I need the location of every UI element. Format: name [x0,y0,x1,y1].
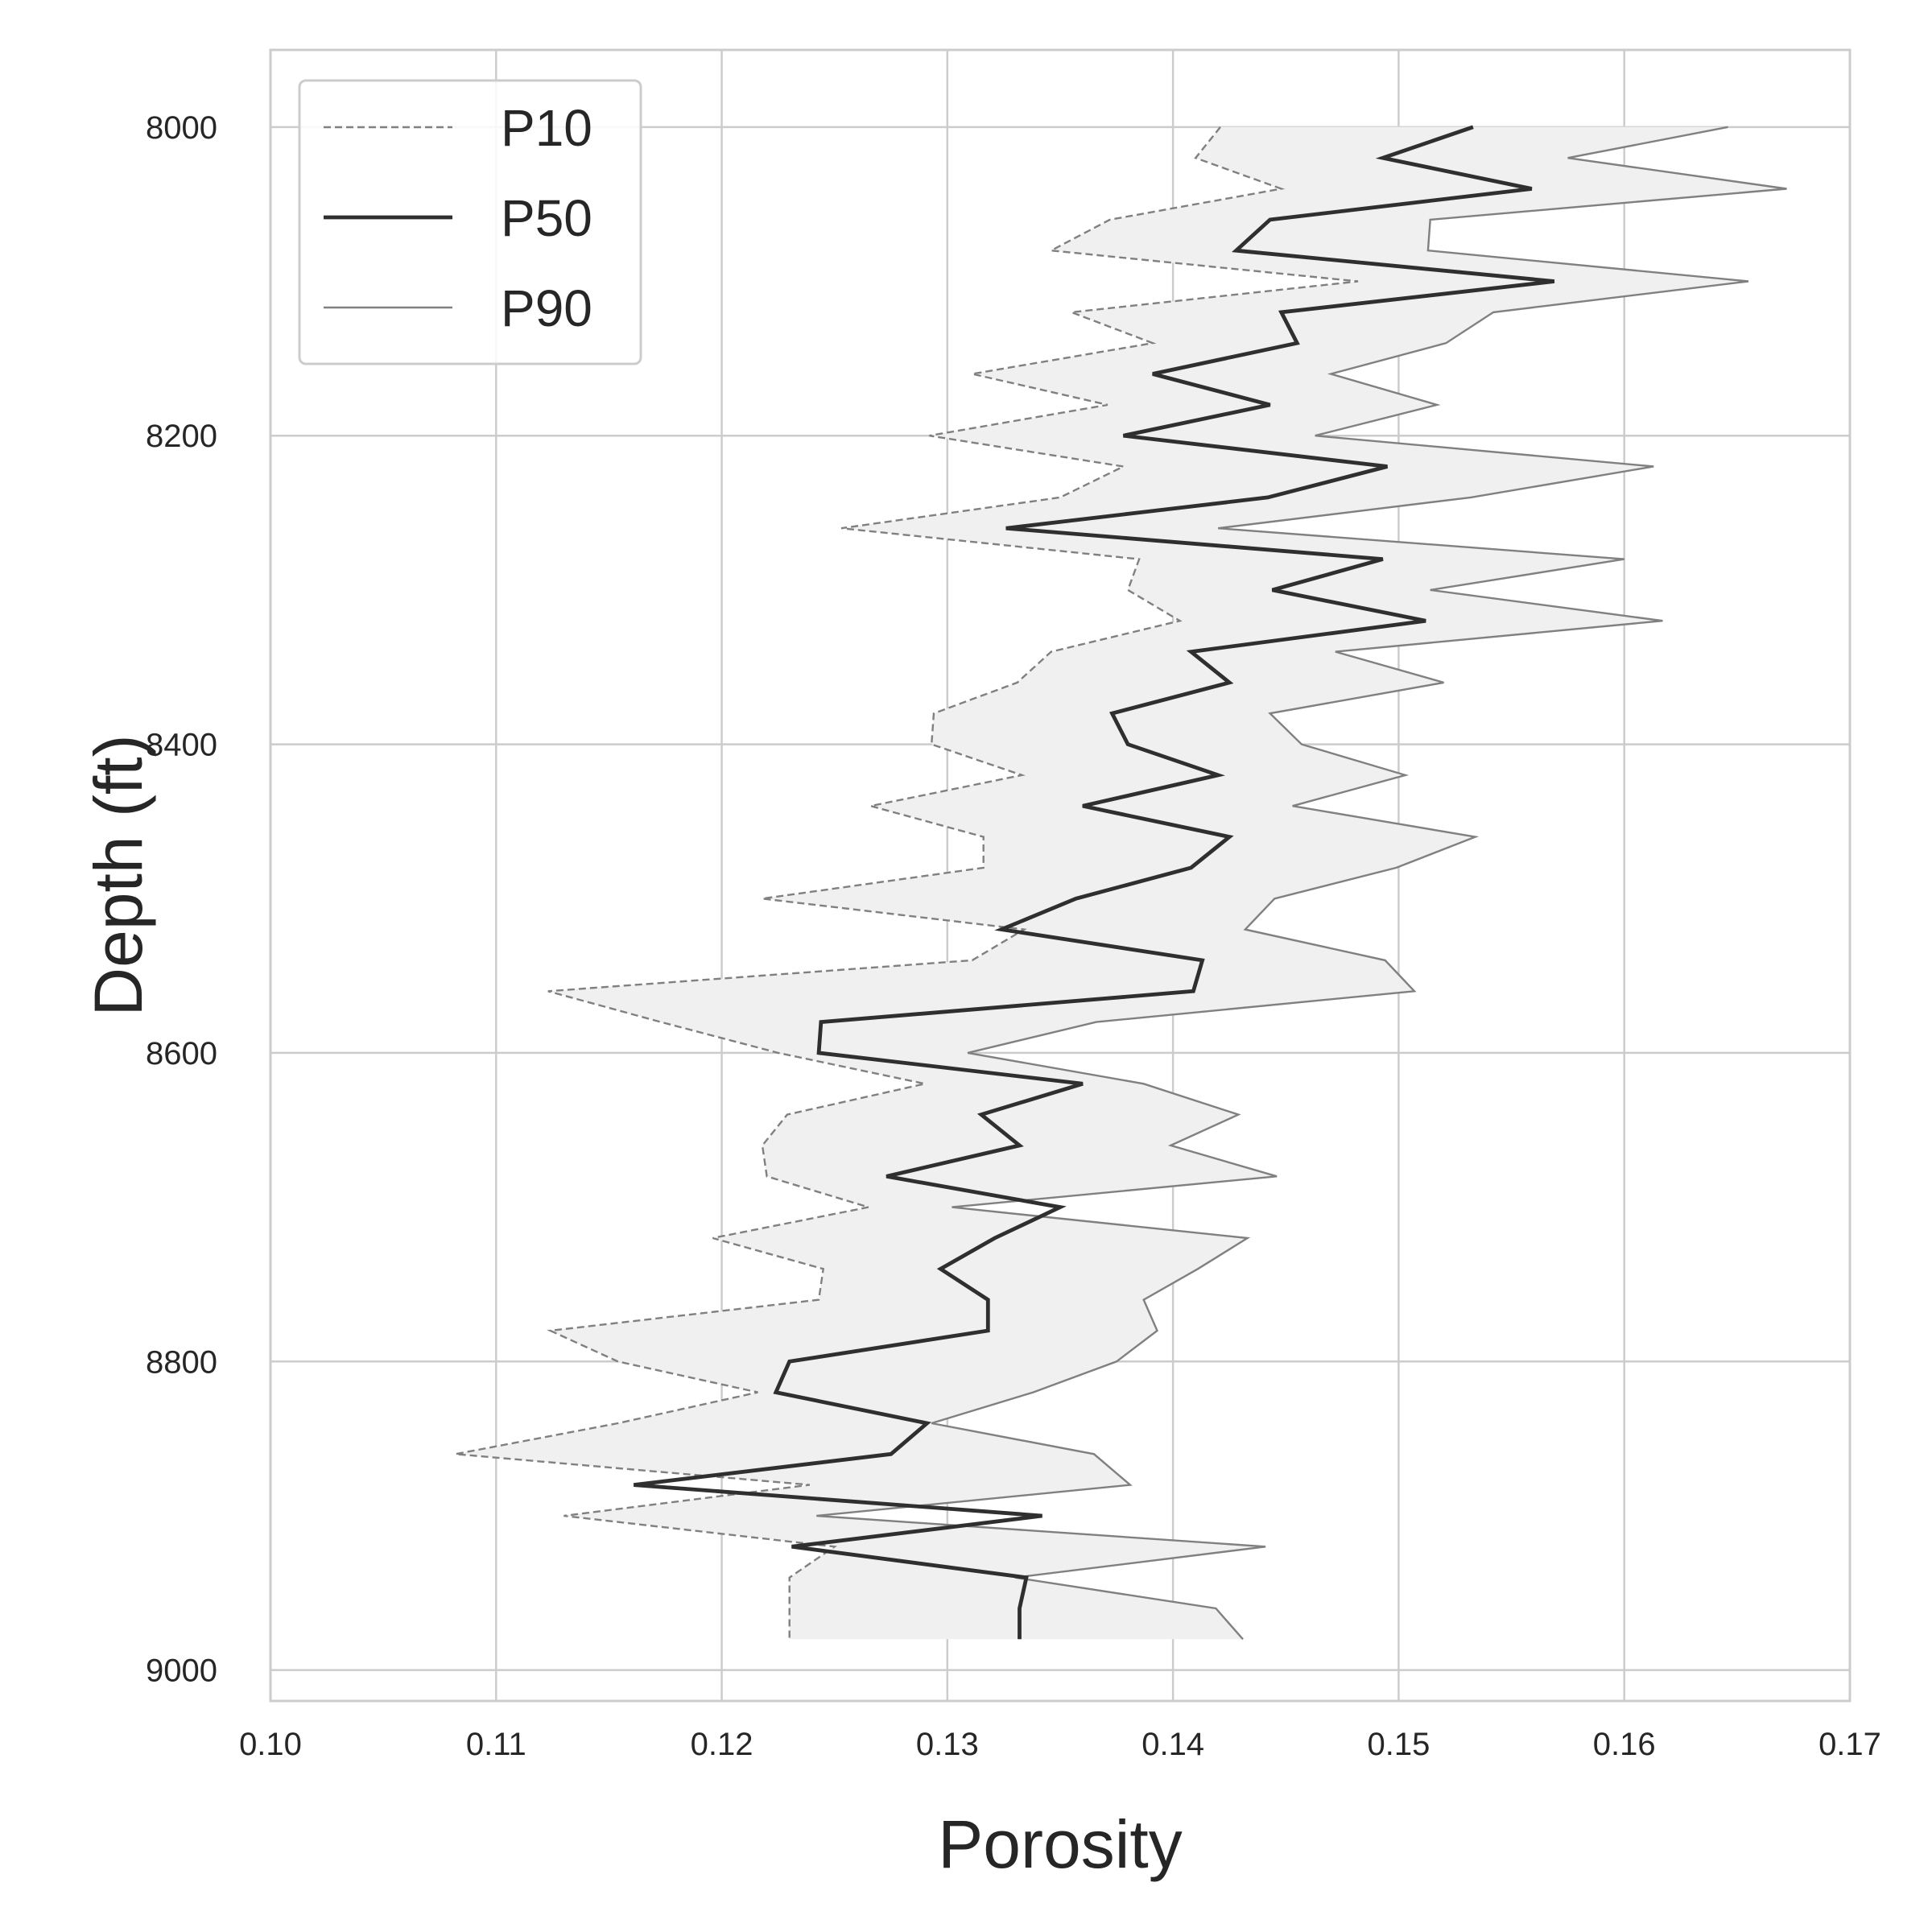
legend: P10 P50 P90 [298,79,642,365]
y-tick-label: 8000 [146,110,217,146]
x-tick-label: 0.10 [239,1727,302,1762]
y-axis-title: Depth (ft) [80,734,156,1016]
x-tick-label: 0.12 [691,1727,753,1762]
y-tick-label: 8400 [146,728,217,763]
legend-label-p50: P50 [501,189,592,247]
x-tick-label: 0.16 [1593,1727,1656,1762]
x-tick-label: 0.17 [1818,1727,1881,1762]
legend-label-p90: P90 [501,279,592,337]
legend-label-p10: P10 [501,99,592,157]
x-tick-label: 0.13 [916,1727,979,1762]
series-line-p10 [455,126,1359,1640]
y-tick-label: 8600 [146,1036,217,1071]
y-tick-label: 8800 [146,1344,217,1380]
x-tick-label: 0.15 [1367,1727,1430,1762]
axes-frame [269,48,1852,1703]
y-tick-label: 8200 [146,419,217,454]
p10-p90-shaded-band [455,126,1787,1640]
y-tick-label: 9000 [146,1653,217,1689]
x-tick-label: 0.14 [1141,1727,1204,1762]
x-tick-label: 0.11 [466,1727,526,1762]
series-line-p90 [816,126,1787,1641]
series-line-p50 [634,125,1555,1640]
legend-box [298,79,642,365]
x-axis-title: Porosity [938,1806,1182,1882]
